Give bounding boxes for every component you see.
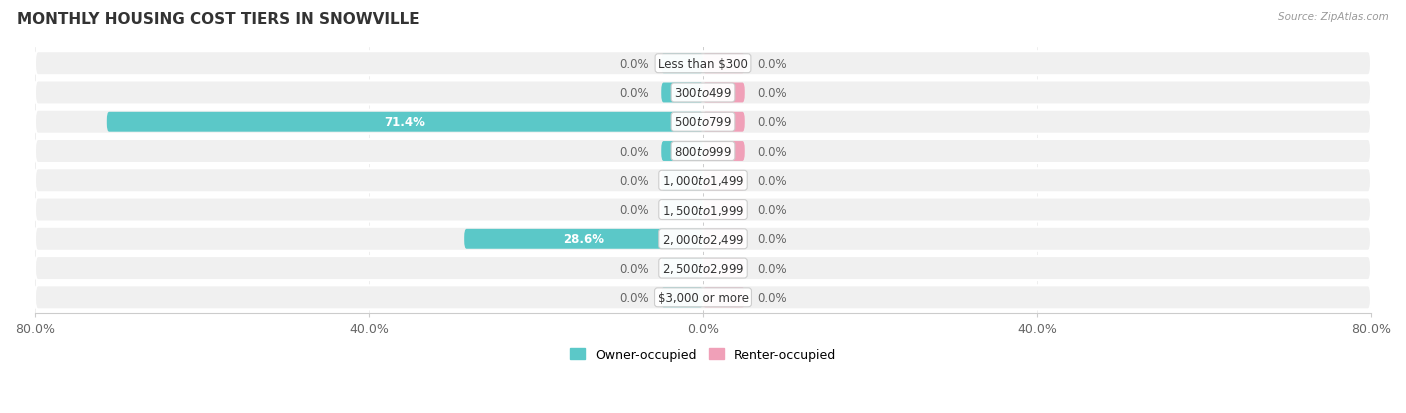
Text: $3,000 or more: $3,000 or more	[658, 291, 748, 304]
FancyBboxPatch shape	[661, 200, 703, 220]
Text: 0.0%: 0.0%	[758, 116, 787, 129]
FancyBboxPatch shape	[703, 200, 745, 220]
Text: 0.0%: 0.0%	[619, 145, 648, 158]
Text: $1,000 to $1,499: $1,000 to $1,499	[662, 174, 744, 188]
Text: $1,500 to $1,999: $1,500 to $1,999	[662, 203, 744, 217]
FancyBboxPatch shape	[35, 110, 1371, 134]
Text: $2,500 to $2,999: $2,500 to $2,999	[662, 261, 744, 275]
FancyBboxPatch shape	[661, 171, 703, 191]
FancyBboxPatch shape	[703, 229, 745, 249]
Text: 0.0%: 0.0%	[619, 174, 648, 188]
Text: 0.0%: 0.0%	[619, 262, 648, 275]
FancyBboxPatch shape	[703, 288, 745, 308]
FancyBboxPatch shape	[464, 229, 703, 249]
FancyBboxPatch shape	[35, 81, 1371, 105]
FancyBboxPatch shape	[35, 256, 1371, 280]
Text: 28.6%: 28.6%	[562, 233, 605, 246]
Text: 0.0%: 0.0%	[758, 57, 787, 71]
FancyBboxPatch shape	[703, 259, 745, 278]
FancyBboxPatch shape	[35, 169, 1371, 193]
FancyBboxPatch shape	[661, 142, 703, 161]
Text: 0.0%: 0.0%	[758, 87, 787, 100]
Text: 0.0%: 0.0%	[619, 204, 648, 216]
Text: 0.0%: 0.0%	[758, 145, 787, 158]
FancyBboxPatch shape	[661, 259, 703, 278]
Text: Less than $300: Less than $300	[658, 57, 748, 71]
FancyBboxPatch shape	[661, 54, 703, 74]
Text: 0.0%: 0.0%	[619, 87, 648, 100]
Text: 0.0%: 0.0%	[758, 262, 787, 275]
Text: 0.0%: 0.0%	[758, 174, 787, 188]
FancyBboxPatch shape	[703, 142, 745, 161]
FancyBboxPatch shape	[35, 140, 1371, 164]
Text: $800 to $999: $800 to $999	[673, 145, 733, 158]
FancyBboxPatch shape	[661, 83, 703, 103]
FancyBboxPatch shape	[703, 171, 745, 191]
Text: 0.0%: 0.0%	[758, 291, 787, 304]
Text: 71.4%: 71.4%	[384, 116, 426, 129]
FancyBboxPatch shape	[107, 112, 703, 133]
FancyBboxPatch shape	[35, 227, 1371, 251]
FancyBboxPatch shape	[35, 198, 1371, 222]
Text: MONTHLY HOUSING COST TIERS IN SNOWVILLE: MONTHLY HOUSING COST TIERS IN SNOWVILLE	[17, 12, 419, 27]
FancyBboxPatch shape	[661, 288, 703, 308]
Text: $500 to $799: $500 to $799	[673, 116, 733, 129]
Text: $2,000 to $2,499: $2,000 to $2,499	[662, 232, 744, 246]
Text: 0.0%: 0.0%	[619, 57, 648, 71]
FancyBboxPatch shape	[703, 83, 745, 103]
Text: Source: ZipAtlas.com: Source: ZipAtlas.com	[1278, 12, 1389, 22]
Text: 0.0%: 0.0%	[758, 233, 787, 246]
Text: 0.0%: 0.0%	[758, 204, 787, 216]
FancyBboxPatch shape	[703, 54, 745, 74]
Text: $300 to $499: $300 to $499	[673, 87, 733, 100]
FancyBboxPatch shape	[35, 52, 1371, 76]
FancyBboxPatch shape	[703, 112, 745, 133]
FancyBboxPatch shape	[35, 286, 1371, 310]
Text: 0.0%: 0.0%	[619, 291, 648, 304]
Legend: Owner-occupied, Renter-occupied: Owner-occupied, Renter-occupied	[565, 343, 841, 366]
